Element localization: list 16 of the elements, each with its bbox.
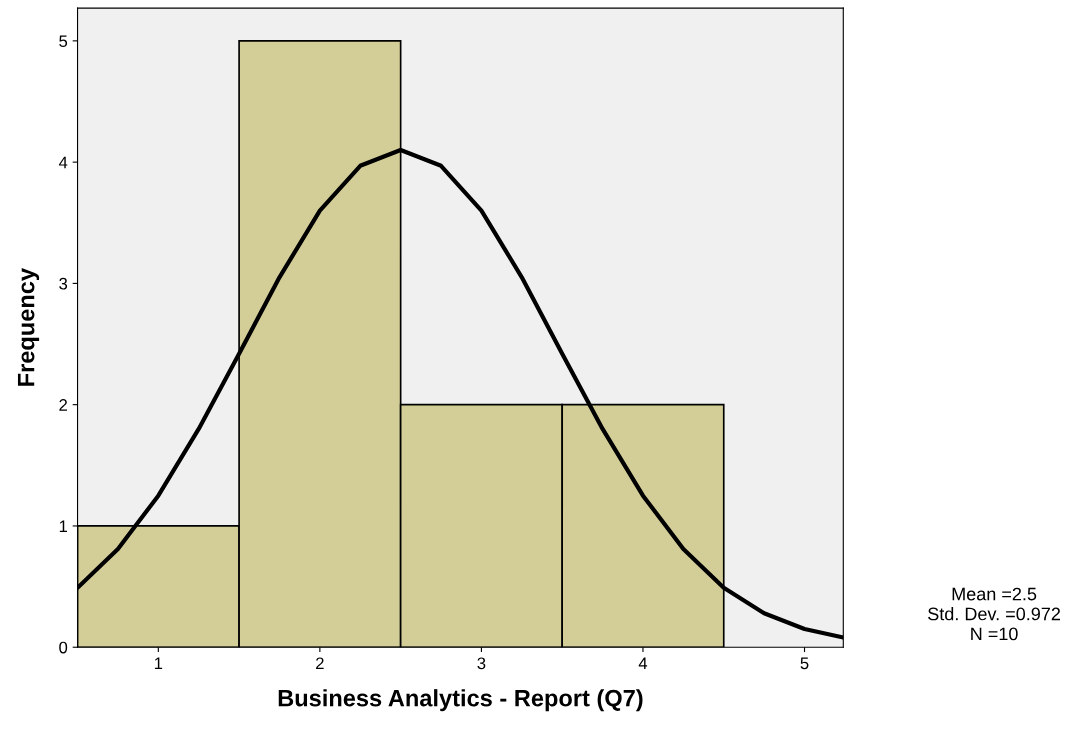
x-tick-label: 4 <box>638 657 648 670</box>
text: Mean =2.5 <box>952 587 1037 601</box>
y-tick-label: 2 <box>59 399 67 411</box>
y-tick-label: 4 <box>58 156 68 169</box>
x-axis-title: Business Analytics - Report (Q7) <box>278 689 643 712</box>
y-tick-label: 5 <box>59 35 68 48</box>
x-tick-label: 2 <box>316 657 324 670</box>
text: N =10 <box>971 627 1018 641</box>
x-tick-label: 1 <box>154 657 163 670</box>
x-tick-label: 5 <box>800 657 809 670</box>
text: Std. Dev. =0.972 <box>928 607 1060 621</box>
x-tick-label: 3 <box>477 657 486 670</box>
y-axis-title: Frequency <box>17 268 40 386</box>
y-tick-label: 1 <box>59 520 68 532</box>
y-tick-label: 3 <box>59 277 68 290</box>
y-tick-label: 0 <box>59 641 68 654</box>
